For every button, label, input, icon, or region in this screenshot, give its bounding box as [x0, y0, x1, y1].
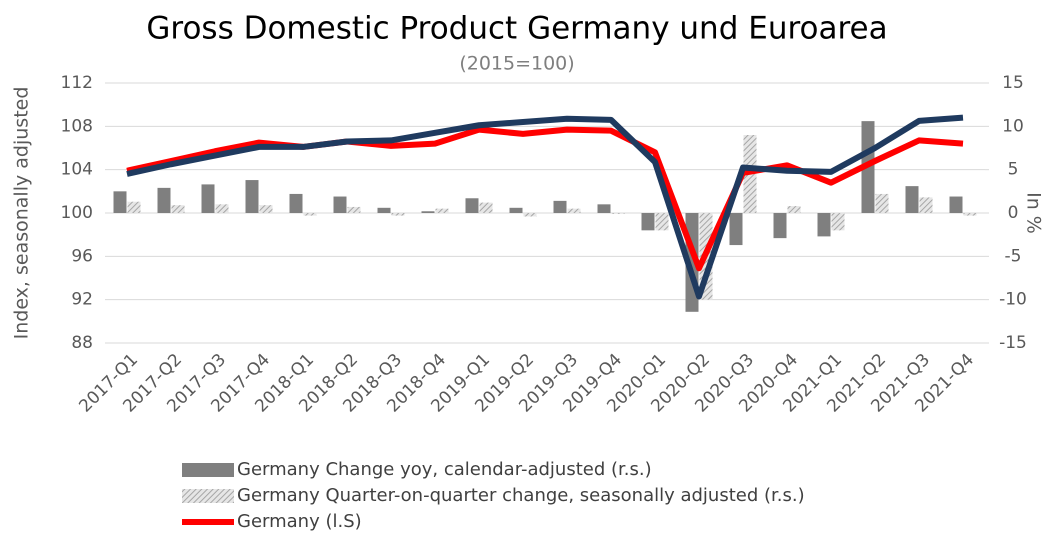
chart-title: Gross Domestic Product Germany und Euroa…: [146, 11, 887, 47]
y2-tick-label: 5: [1008, 160, 1019, 180]
bar: [553, 200, 567, 213]
y-tick-label: 88: [71, 333, 93, 353]
y2-tick-label: -10: [999, 290, 1027, 310]
y-axis-label: Index, seasonally adjusted: [11, 87, 33, 340]
line: [126, 114, 964, 300]
bar: [523, 213, 537, 217]
bar: [509, 207, 523, 213]
bar: [245, 180, 259, 213]
bar: [259, 205, 273, 213]
bar: [479, 202, 493, 213]
bar: [919, 197, 933, 213]
y2-tick-label: -5: [1005, 246, 1022, 266]
bar: [567, 208, 581, 213]
bar: [611, 213, 625, 214]
bar: [949, 196, 963, 213]
bar: [113, 191, 127, 213]
y-tick-label: 112: [61, 73, 93, 93]
y-tick-label: 100: [61, 203, 93, 223]
bar: [391, 213, 405, 216]
bar: [377, 207, 391, 213]
y-tick-label: 104: [61, 160, 93, 180]
bar: [157, 187, 171, 213]
y2-tick-label: 10: [1002, 116, 1024, 136]
bar: [303, 213, 317, 216]
legend-label: Germany (l.S): [237, 511, 362, 532]
bar: [875, 193, 889, 213]
chart-subtitle: (2015=100): [459, 53, 574, 75]
bar: [435, 208, 449, 213]
bar: [201, 184, 215, 213]
legend-label: Germany Change yoy, calendar-adjusted (r…: [237, 459, 652, 480]
bar: [729, 213, 743, 246]
bar: [817, 213, 831, 237]
legend-swatch: [182, 463, 234, 477]
bar: [333, 196, 347, 213]
bar: [347, 206, 361, 213]
y2-tick-label: -15: [999, 333, 1027, 353]
bar: [127, 201, 141, 213]
bar: [905, 186, 919, 213]
bar: [655, 213, 669, 231]
y2-tick-label: 15: [1002, 73, 1024, 93]
bar: [773, 213, 787, 239]
y2-tick-label: 0: [1008, 203, 1019, 223]
bar: [215, 204, 229, 213]
line: [126, 126, 964, 272]
bar: [963, 213, 977, 216]
bar: [831, 213, 845, 231]
bar: [421, 211, 435, 213]
y-tick-label: 96: [71, 246, 93, 266]
bar: [597, 204, 611, 213]
bar: [289, 193, 303, 213]
y-tick-label: 108: [61, 116, 93, 136]
legend-swatch: [182, 489, 234, 503]
y-tick-label: 92: [71, 290, 93, 310]
bar: [465, 198, 479, 213]
bar: [171, 205, 185, 213]
y2-axis-label: In %: [1023, 192, 1045, 234]
legend-label: Germany Quarter-on-quarter change, seaso…: [237, 485, 805, 506]
bar: [641, 213, 655, 231]
bar: [787, 206, 801, 213]
